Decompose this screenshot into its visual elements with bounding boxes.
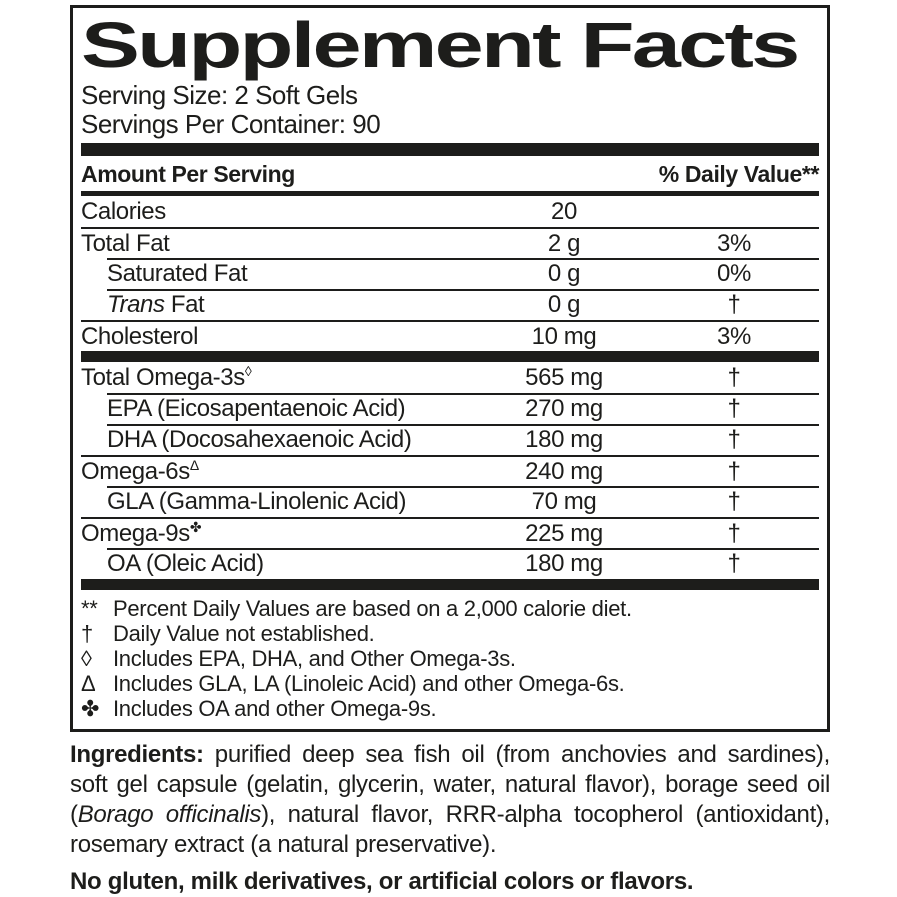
row-label: Calories	[81, 197, 166, 225]
row-label: OA (Oleic Acid)	[107, 549, 264, 577]
thick-rule-top	[81, 143, 819, 156]
row-amount: 70 mg	[531, 487, 597, 515]
row-amount: 225 mg	[525, 519, 603, 547]
row-daily-value: †	[727, 290, 741, 318]
footnotes: ** Percent Daily Values are based on a 2,…	[81, 590, 819, 723]
supplement-facts-panel: Supplement Facts Serving Size: 2 Soft Ge…	[70, 5, 830, 732]
facts-row: Omega-6sΔ 240 mg †	[81, 455, 819, 486]
footnote-symbol: †	[81, 621, 93, 646]
row-label: Cholesterol	[81, 322, 198, 350]
row-daily-value: †	[727, 519, 741, 547]
row-daily-value: †	[727, 487, 741, 515]
footnote: ◊ Includes EPA, DHA, and Other Omega-3s.	[81, 646, 819, 671]
row-label: Total Omega-3s◊	[81, 362, 252, 391]
footnote-symbol: Δ	[81, 671, 96, 696]
footnote-text: Includes GLA, LA (Linoleic Acid) and oth…	[113, 671, 625, 696]
footnote: Δ Includes GLA, LA (Linoleic Acid) and ot…	[81, 671, 819, 696]
row-label: Omega-6sΔ	[81, 456, 199, 485]
facts-row: EPA (Eicosapentaenoic Acid) 270 mg †	[81, 393, 819, 424]
row-amount: 240 mg	[525, 457, 603, 485]
row-amount: 0 g	[547, 290, 581, 318]
row-amount: 270 mg	[525, 394, 603, 422]
row-label: Total Fat	[81, 229, 170, 257]
thick-rule	[81, 579, 819, 590]
footnote-text: Percent Daily Values are based on a 2,00…	[113, 596, 632, 621]
facts-row: OA (Oleic Acid) 180 mg †	[81, 548, 819, 579]
row-label: Saturated Fat	[107, 259, 248, 287]
row-amount: 10 mg	[531, 322, 597, 350]
row-label: Trans Fat	[107, 290, 205, 318]
row-label: EPA (Eicosapentaenoic Acid)	[107, 394, 406, 422]
row-daily-value: 0%	[717, 259, 751, 287]
facts-row: Total Omega-3s◊ 565 mg †	[81, 362, 819, 393]
footnote: ** Percent Daily Values are based on a 2,…	[81, 596, 819, 621]
footnote-symbol: ◊	[81, 646, 92, 671]
facts-row: GLA (Gamma-Linolenic Acid) 70 mg †	[81, 486, 819, 517]
footnote-symbol: **	[81, 596, 98, 621]
thick-rule	[81, 351, 819, 362]
row-daily-value: †	[727, 549, 741, 577]
facts-row: DHA (Docosahexaenoic Acid) 180 mg †	[81, 424, 819, 455]
facts-table-header: Amount Per Serving % Daily Value**	[81, 156, 819, 196]
footnote-text: Daily Value not established.	[113, 621, 375, 646]
facts-row: Total Fat 2 g 3%	[81, 227, 819, 258]
facts-row: Trans Fat 0 g †	[81, 289, 819, 320]
row-label: GLA (Gamma-Linolenic Acid)	[107, 487, 407, 515]
allergen-claim: No gluten, milk derivatives, or artifici…	[70, 868, 694, 895]
facts-row: Calories 20	[81, 196, 819, 227]
row-daily-value: 3%	[717, 229, 751, 257]
row-daily-value: †	[727, 394, 741, 422]
daily-value-header: % Daily Value**	[658, 161, 820, 187]
row-label: Omega-9s✤	[81, 518, 202, 547]
row-daily-value: †	[727, 363, 741, 391]
ingredients-paragraph: Ingredients: purified deep sea fish oil …	[70, 741, 830, 858]
facts-row: Omega-9s✤ 225 mg †	[81, 517, 819, 548]
row-amount: 2 g	[547, 229, 581, 257]
supplement-facts-title: Supplement Facts	[81, 9, 800, 81]
row-amount: 180 mg	[525, 425, 603, 453]
row-daily-value: †	[727, 425, 741, 453]
footnote-text: Includes OA and other Omega-9s.	[113, 696, 437, 721]
row-daily-value: †	[727, 457, 741, 485]
footnote-text: Includes EPA, DHA, and Other Omega-3s.	[113, 646, 516, 671]
serving-size: Serving Size: 2 Soft Gels	[81, 80, 358, 110]
row-amount: 180 mg	[525, 549, 603, 577]
row-daily-value: 3%	[717, 322, 751, 350]
supplement-label: Supplement Facts Serving Size: 2 Soft Ge…	[70, 5, 830, 896]
row-label: DHA (Docosahexaenoic Acid)	[107, 425, 412, 453]
facts-row: Saturated Fat 0 g 0%	[81, 258, 819, 289]
facts-rows: Calories 20 Total Fat 2 g 3% Saturated Fat 0 g…	[81, 196, 819, 590]
row-amount: 565 mg	[525, 363, 603, 391]
amount-per-serving-header: Amount Per Serving	[81, 161, 295, 187]
servings-per-container: Servings Per Container: 90	[81, 109, 381, 139]
footnote: ✤ Includes OA and other Omega-9s.	[81, 696, 819, 721]
footnote-symbol: ✤	[81, 696, 100, 721]
row-amount: 20	[551, 197, 577, 225]
footnote: † Daily Value not established.	[81, 621, 819, 646]
row-amount: 0 g	[547, 259, 581, 287]
facts-row: Cholesterol 10 mg 3%	[81, 320, 819, 351]
